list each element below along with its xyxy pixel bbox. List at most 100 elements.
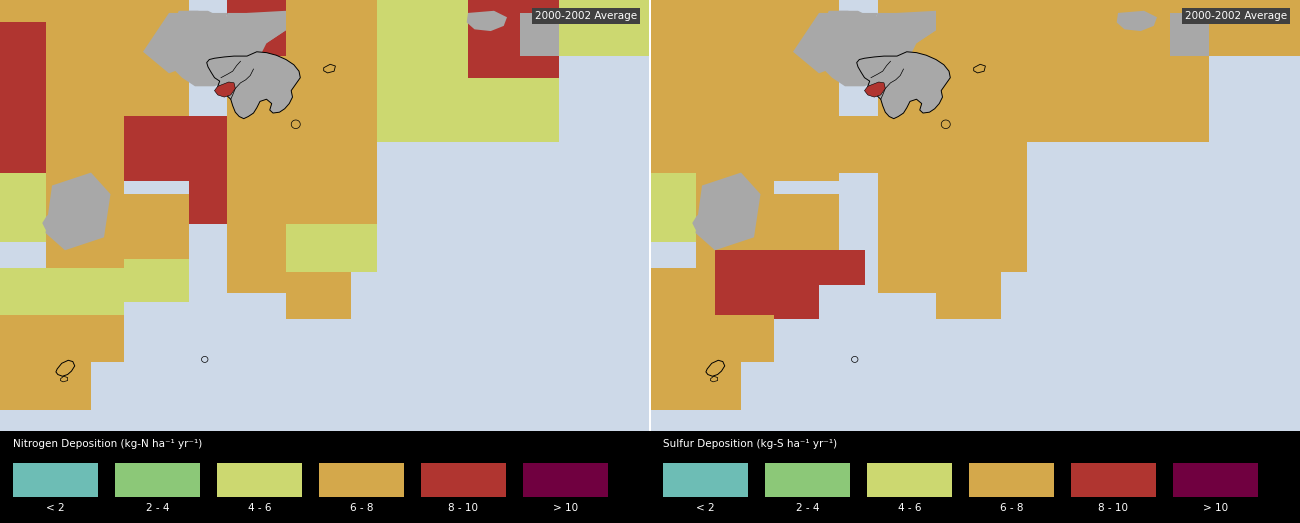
Bar bbox=[1118, 78, 1209, 142]
Text: 4 - 6: 4 - 6 bbox=[247, 503, 272, 513]
Bar bbox=[227, 117, 286, 181]
Bar bbox=[936, 173, 1027, 224]
Polygon shape bbox=[168, 41, 183, 53]
Text: > 10: > 10 bbox=[552, 503, 578, 513]
Bar bbox=[124, 56, 188, 117]
Bar bbox=[878, 117, 936, 181]
Bar bbox=[696, 0, 773, 56]
Bar bbox=[124, 259, 188, 302]
Bar bbox=[114, 463, 200, 497]
Bar bbox=[1118, 0, 1209, 78]
Bar bbox=[936, 95, 1027, 173]
Polygon shape bbox=[143, 13, 228, 73]
Bar bbox=[936, 224, 1027, 272]
Text: 4 - 6: 4 - 6 bbox=[897, 503, 922, 513]
Bar bbox=[696, 194, 773, 268]
Bar bbox=[46, 362, 91, 410]
Bar bbox=[696, 121, 773, 194]
Polygon shape bbox=[692, 207, 746, 236]
Bar bbox=[650, 315, 696, 362]
Bar bbox=[650, 21, 696, 95]
Bar bbox=[13, 463, 98, 497]
Polygon shape bbox=[793, 13, 878, 73]
Text: 6 - 8: 6 - 8 bbox=[1000, 503, 1023, 513]
Bar bbox=[46, 268, 124, 315]
Bar bbox=[650, 95, 696, 173]
Polygon shape bbox=[207, 52, 300, 119]
Bar bbox=[0, 0, 117, 21]
Bar bbox=[286, 0, 377, 95]
Bar bbox=[124, 194, 188, 259]
Bar bbox=[696, 362, 741, 410]
Bar bbox=[878, 233, 936, 293]
Bar bbox=[188, 117, 228, 173]
Bar bbox=[523, 463, 608, 497]
Bar bbox=[1173, 463, 1258, 497]
Text: Sulfur Deposition (kg-S ha⁻¹ yr⁻¹): Sulfur Deposition (kg-S ha⁻¹ yr⁻¹) bbox=[663, 439, 837, 449]
Text: 6 - 8: 6 - 8 bbox=[350, 503, 373, 513]
Bar bbox=[0, 315, 46, 362]
Bar bbox=[0, 173, 46, 242]
Bar bbox=[774, 56, 838, 117]
Bar bbox=[715, 251, 819, 319]
Bar bbox=[774, 117, 838, 181]
Bar bbox=[217, 463, 302, 497]
Bar bbox=[286, 95, 377, 173]
Bar bbox=[468, 78, 559, 142]
Polygon shape bbox=[857, 52, 950, 119]
Polygon shape bbox=[1170, 13, 1209, 56]
Polygon shape bbox=[864, 13, 936, 56]
Bar bbox=[286, 173, 377, 224]
Bar bbox=[774, 194, 838, 259]
Bar bbox=[227, 0, 286, 56]
Bar bbox=[650, 268, 696, 315]
Text: Nitrogen Deposition (kg-N ha⁻¹ yr⁻¹): Nitrogen Deposition (kg-N ha⁻¹ yr⁻¹) bbox=[13, 439, 203, 449]
Text: > 10: > 10 bbox=[1202, 503, 1228, 513]
Bar bbox=[0, 268, 46, 315]
Polygon shape bbox=[181, 11, 208, 31]
Polygon shape bbox=[864, 82, 885, 97]
Bar bbox=[696, 56, 773, 121]
Bar bbox=[936, 272, 1001, 319]
Bar bbox=[46, 0, 124, 56]
Bar bbox=[1209, 0, 1300, 56]
Bar bbox=[838, 117, 878, 173]
Bar bbox=[936, 0, 1027, 95]
Polygon shape bbox=[696, 173, 760, 251]
Bar bbox=[878, 56, 936, 117]
Polygon shape bbox=[467, 11, 507, 31]
Bar bbox=[421, 463, 506, 497]
Bar bbox=[650, 173, 696, 242]
Polygon shape bbox=[46, 173, 110, 251]
Bar bbox=[468, 0, 559, 78]
Polygon shape bbox=[816, 11, 936, 86]
Bar bbox=[286, 224, 377, 272]
Bar bbox=[188, 173, 228, 224]
Bar bbox=[1071, 463, 1156, 497]
Bar bbox=[0, 21, 46, 95]
Polygon shape bbox=[214, 13, 286, 56]
Text: 2 - 4: 2 - 4 bbox=[796, 503, 819, 513]
Bar bbox=[124, 0, 188, 56]
Text: 8 - 10: 8 - 10 bbox=[1098, 503, 1128, 513]
Bar bbox=[696, 268, 715, 315]
Bar bbox=[227, 181, 286, 233]
Bar bbox=[124, 117, 188, 181]
Text: < 2: < 2 bbox=[46, 503, 65, 513]
Bar bbox=[867, 463, 952, 497]
Bar bbox=[696, 315, 773, 362]
Polygon shape bbox=[818, 41, 833, 53]
Bar bbox=[663, 463, 747, 497]
Bar bbox=[0, 95, 46, 173]
Text: 2000-2002 Average: 2000-2002 Average bbox=[1184, 11, 1287, 21]
Bar bbox=[286, 272, 351, 319]
Bar bbox=[46, 315, 124, 362]
Bar bbox=[227, 56, 286, 117]
Bar bbox=[46, 56, 124, 121]
Polygon shape bbox=[1117, 11, 1157, 31]
Bar bbox=[559, 0, 650, 56]
Polygon shape bbox=[831, 11, 858, 31]
Bar bbox=[46, 121, 124, 194]
Polygon shape bbox=[166, 11, 286, 86]
Bar bbox=[774, 0, 838, 56]
